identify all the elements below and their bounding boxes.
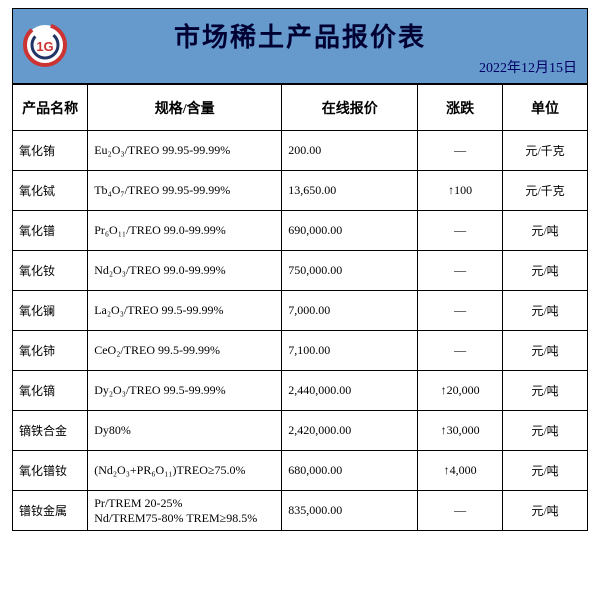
cell-change: — <box>418 131 503 171</box>
cell-price: 2,420,000.00 <box>282 411 418 451</box>
cell-name: 镝铁合金 <box>13 411 88 451</box>
table-row: 氧化铕Eu₂O₃/TREO 99.95-99.99%200.00—元/千克 <box>13 131 588 171</box>
table-row: 镝铁合金Dy80%2,420,000.00↑30,000元/吨 <box>13 411 588 451</box>
cell-spec: CeO₂/TREO 99.5-99.99% <box>88 331 282 371</box>
col-header-price: 在线报价 <box>282 85 418 131</box>
cell-price: 690,000.00 <box>282 211 418 251</box>
cell-name: 氧化铕 <box>13 131 88 171</box>
cell-unit: 元/吨 <box>503 451 588 491</box>
cell-unit: 元/吨 <box>503 411 588 451</box>
table-header-row: 产品名称 规格/含量 在线报价 涨跌 单位 <box>13 85 588 131</box>
cell-name: 氧化镧 <box>13 291 88 331</box>
cell-change: ↑4,000 <box>418 451 503 491</box>
col-header-spec: 规格/含量 <box>88 85 282 131</box>
cell-spec: Dy₂O₃/TREO 99.5-99.99% <box>88 371 282 411</box>
table-row: 氧化镧La₂O₃/TREO 99.5-99.99%7,000.00—元/吨 <box>13 291 588 331</box>
cell-unit: 元/千克 <box>503 171 588 211</box>
cell-spec: La₂O₃/TREO 99.5-99.99% <box>88 291 282 331</box>
table-row: 氧化镝Dy₂O₃/TREO 99.5-99.99%2,440,000.00↑20… <box>13 371 588 411</box>
col-header-change: 涨跌 <box>418 85 503 131</box>
svg-text:1G: 1G <box>36 39 53 54</box>
cell-price: 7,100.00 <box>282 331 418 371</box>
cell-price: 200.00 <box>282 131 418 171</box>
cell-change: — <box>418 331 503 371</box>
cell-unit: 元/吨 <box>503 491 588 531</box>
table-row: 氧化镨钕(Nd₂O₃+PR₆O₁₁)TREO≥75.0%680,000.00↑4… <box>13 451 588 491</box>
cell-name: 氧化镨钕 <box>13 451 88 491</box>
cell-unit: 元/吨 <box>503 371 588 411</box>
cell-spec: Pr/TREM 20-25% Nd/TREM75-80% TREM≥98.5% <box>88 491 282 531</box>
cell-price: 2,440,000.00 <box>282 371 418 411</box>
table-row: 氧化铽Tb₄O₇/TREO 99.95-99.99%13,650.00↑100元… <box>13 171 588 211</box>
cell-change: — <box>418 491 503 531</box>
cell-price: 680,000.00 <box>282 451 418 491</box>
cell-name: 氧化镨 <box>13 211 88 251</box>
header-bar: 1G 市场稀土产品报价表 2022年12月15日 <box>12 8 588 84</box>
logo: 1G <box>23 23 67 72</box>
cell-spec: Tb₄O₇/TREO 99.95-99.99% <box>88 171 282 211</box>
col-header-name: 产品名称 <box>13 85 88 131</box>
cell-change: — <box>418 251 503 291</box>
cell-spec: Eu₂O₃/TREO 99.95-99.99% <box>88 131 282 171</box>
table-row: 氧化铈CeO₂/TREO 99.5-99.99%7,100.00—元/吨 <box>13 331 588 371</box>
cell-spec: Dy80% <box>88 411 282 451</box>
cell-unit: 元/吨 <box>503 291 588 331</box>
col-header-unit: 单位 <box>503 85 588 131</box>
cell-price: 750,000.00 <box>282 251 418 291</box>
cell-name: 氧化铽 <box>13 171 88 211</box>
cell-name: 氧化钕 <box>13 251 88 291</box>
cell-spec: Nd₂O₃/TREO 99.0-99.99% <box>88 251 282 291</box>
cell-unit: 元/吨 <box>503 251 588 291</box>
cell-unit: 元/千克 <box>503 131 588 171</box>
cell-change: — <box>418 291 503 331</box>
cell-change: ↑100 <box>418 171 503 211</box>
cell-spec: (Nd₂O₃+PR₆O₁₁)TREO≥75.0% <box>88 451 282 491</box>
table-row: 氧化镨Pr₆O₁₁/TREO 99.0-99.99%690,000.00—元/吨 <box>13 211 588 251</box>
cell-price: 835,000.00 <box>282 491 418 531</box>
table-row: 镨钕金属Pr/TREM 20-25% Nd/TREM75-80% TREM≥98… <box>13 491 588 531</box>
report-date: 2022年12月15日 <box>479 57 577 77</box>
cell-unit: 元/吨 <box>503 331 588 371</box>
page-title: 市场稀土产品报价表 <box>13 9 587 54</box>
cell-spec: Pr₆O₁₁/TREO 99.0-99.99% <box>88 211 282 251</box>
cell-name: 氧化铈 <box>13 331 88 371</box>
cell-price: 7,000.00 <box>282 291 418 331</box>
cell-price: 13,650.00 <box>282 171 418 211</box>
cell-change: — <box>418 211 503 251</box>
cell-change: ↑30,000 <box>418 411 503 451</box>
cell-unit: 元/吨 <box>503 211 588 251</box>
table-row: 氧化钕Nd₂O₃/TREO 99.0-99.99%750,000.00—元/吨 <box>13 251 588 291</box>
cell-name: 氧化镝 <box>13 371 88 411</box>
cell-change: ↑20,000 <box>418 371 503 411</box>
price-table: 产品名称 规格/含量 在线报价 涨跌 单位 氧化铕Eu₂O₃/TREO 99.9… <box>12 84 588 531</box>
cell-name: 镨钕金属 <box>13 491 88 531</box>
